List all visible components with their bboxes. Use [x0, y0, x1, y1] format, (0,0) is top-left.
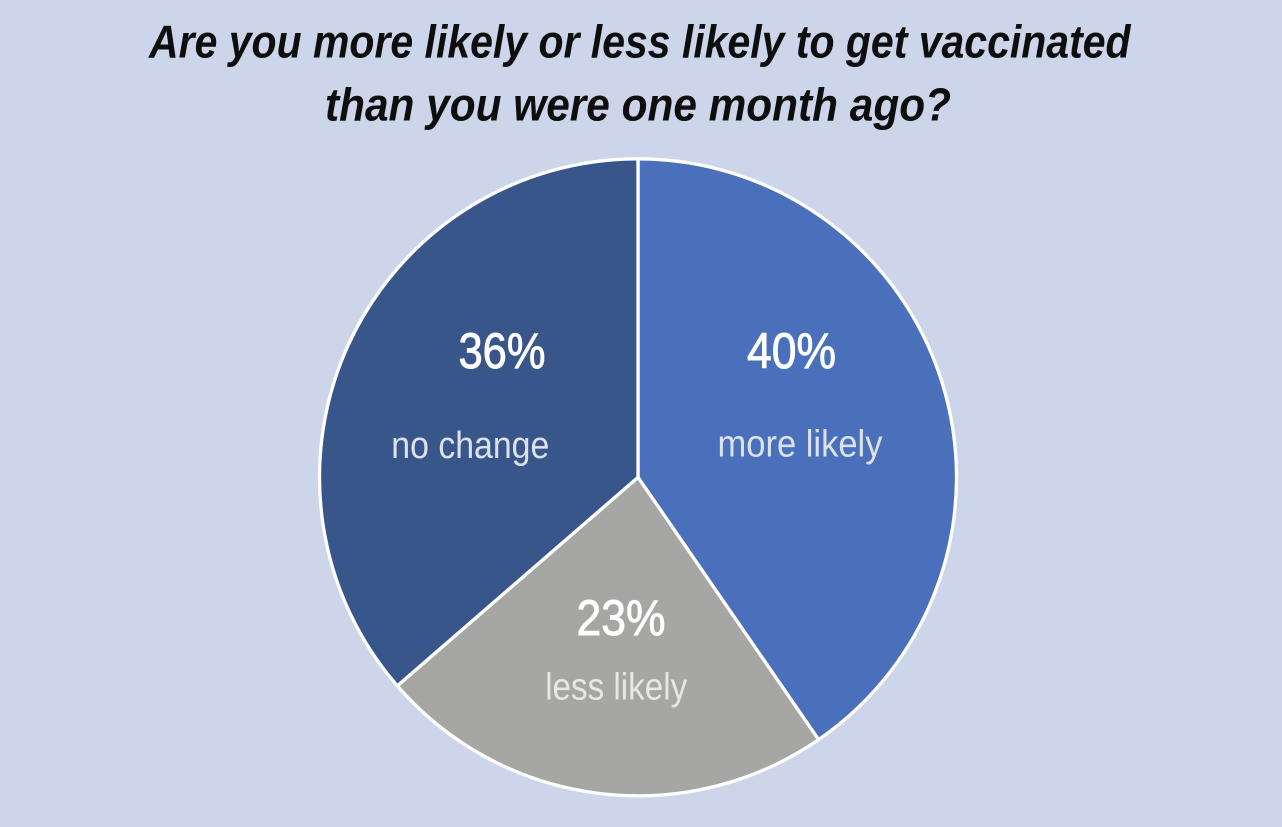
svg-text:Are you more likely or less li: Are you more likely or less likely to ge… — [148, 16, 1131, 68]
svg-text:more likely: more likely — [718, 424, 883, 466]
svg-text:no change: no change — [391, 425, 549, 467]
svg-text:40%: 40% — [747, 323, 836, 379]
svg-text:less likely: less likely — [545, 666, 687, 708]
svg-text:36%: 36% — [459, 323, 546, 379]
svg-text:23%: 23% — [577, 590, 666, 646]
svg-text:than you were one month ago?: than you were one month ago? — [325, 79, 951, 131]
